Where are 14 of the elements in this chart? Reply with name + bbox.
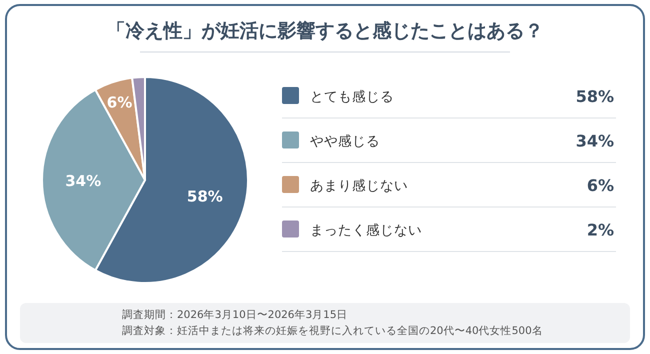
chart-title: 「冷え性」が妊活に影響すると感じたことはある？ <box>106 20 544 42</box>
legend-label: とても感じる <box>310 89 394 105</box>
legend-label: やや感じる <box>310 134 380 150</box>
text: 58% <box>576 87 614 106</box>
data-label: 6% <box>106 94 132 112</box>
text: 34% <box>576 132 614 150</box>
text: 調査期間：2026年3月10日〜2026年3月15日 <box>122 308 348 321</box>
data-label: 2% <box>586 220 614 240</box>
legend-label: あまり感じない <box>310 178 408 194</box>
data-label: 34% <box>65 172 102 190</box>
text: 6% <box>586 176 614 195</box>
text: 調査対象：妊活中または将来の妊娠を視野に入れている全国の20代〜40代女性500名 <box>122 324 543 337</box>
data-label: 58% <box>186 187 223 206</box>
legend-label: まったく感じない <box>310 222 422 238</box>
